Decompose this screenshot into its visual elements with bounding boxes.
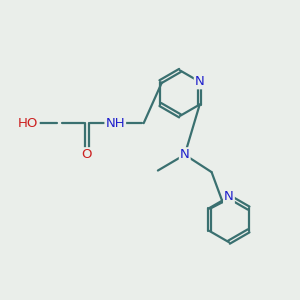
Text: HO: HO [18, 117, 39, 130]
Text: O: O [82, 148, 92, 161]
Text: N: N [224, 190, 234, 203]
Text: N: N [180, 148, 190, 161]
Text: NH: NH [106, 117, 125, 130]
Text: N: N [195, 75, 205, 88]
